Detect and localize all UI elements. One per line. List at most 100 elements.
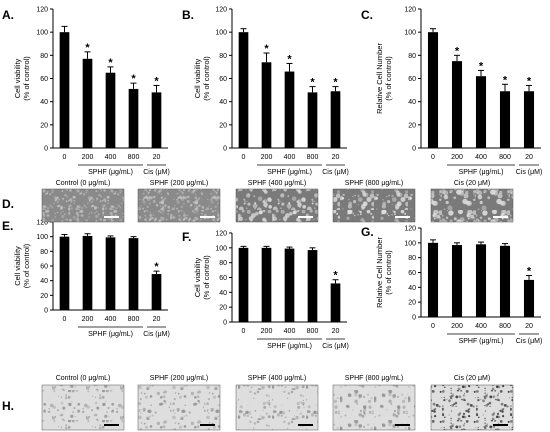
y-axis-label: Cell viability(% of control): [13, 243, 31, 288]
bar: [261, 62, 272, 148]
bar: [451, 61, 463, 148]
x-tick-label: 0: [63, 154, 67, 161]
scale-bar: [493, 216, 508, 218]
micrograph-caption: SPHF (800 μg/mL): [345, 180, 404, 187]
bar: [105, 72, 116, 148]
y-tick-label: 0: [223, 146, 227, 153]
y-axis-label-line: (% of control): [22, 243, 31, 288]
y-axis-label-line: Cell viability: [13, 246, 22, 286]
x-tick-label: 200: [82, 316, 94, 323]
y-axis-label: Relative Cell Number(% of control): [375, 43, 393, 114]
group-label: Cis (μM): [516, 338, 543, 345]
x-tick-label: 800: [128, 154, 140, 161]
micrograph-image: [235, 384, 319, 431]
bar: [499, 91, 511, 148]
y-tick-label: 80: [219, 260, 227, 267]
micrograph-image: [41, 384, 125, 431]
y-tick-label: 80: [219, 53, 227, 60]
y-axis-label: Cell viability(% of control): [193, 56, 211, 101]
y-tick-label: 60: [40, 264, 48, 271]
group-label: SPHF (μg/mL): [88, 169, 133, 176]
bar-chart-e: E. 0 20 40 60 80 100 120 Cell viability(% of con…: [2, 219, 170, 338]
group-label: SPHF (μg/mL): [267, 343, 312, 350]
significance-star: *: [287, 53, 292, 65]
y-tick-label: 60: [408, 270, 416, 277]
x-tick-label: 200: [82, 154, 94, 161]
y-axis-label-line: Cell viability: [193, 257, 202, 297]
micrograph-caption: Cis (20 μM): [454, 375, 490, 382]
panel-label: F.: [182, 230, 191, 244]
x-tick-label: 400: [284, 154, 296, 161]
group-label: Cis (μM): [322, 343, 349, 350]
y-tick-label: 40: [408, 285, 416, 292]
x-tick-label: 400: [105, 316, 117, 323]
x-tick-label: 200: [261, 154, 273, 161]
y-tick-label: 40: [40, 278, 48, 285]
bar: [523, 279, 535, 317]
y-axis-label-line: (% of control): [202, 56, 211, 101]
x-tick-label: 0: [431, 323, 435, 330]
group-label: Cis (μM): [143, 331, 170, 338]
y-axis-label-line: Cell viability: [193, 58, 202, 98]
y-tick-label: 20: [219, 305, 227, 312]
bar: [128, 88, 139, 148]
scale-bar: [298, 216, 313, 218]
scale-bar: [104, 424, 119, 426]
y-tick-label: 120: [215, 231, 227, 238]
micrograph-image: [332, 384, 416, 431]
y-tick-label: 120: [215, 7, 227, 14]
micrograph-caption: Control (0 μg/mL): [56, 375, 111, 382]
x-tick-label: 400: [475, 154, 487, 161]
scale-bar: [395, 424, 410, 426]
significance-star: *: [527, 265, 532, 277]
x-tick-label: 0: [242, 154, 246, 161]
significance-star: *: [264, 43, 269, 55]
x-tick-label: 20: [525, 154, 533, 161]
bar: [59, 32, 70, 148]
y-axis-label-line: (% of control): [202, 255, 211, 300]
panel-label: B.: [182, 8, 194, 22]
micrograph-caption: SPHF (200 μg/mL): [150, 375, 209, 382]
bar: [82, 235, 93, 310]
y-tick-label: 100: [215, 30, 227, 37]
y-tick-label: 40: [219, 290, 227, 297]
bar: [151, 92, 162, 148]
micrograph-caption: SPHF (200 μg/mL): [150, 180, 209, 187]
bar: [284, 71, 295, 148]
y-tick-label: 60: [219, 76, 227, 83]
micrograph-caption: Cis (20 μM): [454, 180, 490, 187]
y-tick-label: 60: [408, 76, 416, 83]
panel-label: A.: [2, 8, 14, 22]
x-tick-label: 200: [451, 154, 463, 161]
y-axis-label-line: Relative Cell Number: [375, 43, 384, 114]
bar: [307, 250, 318, 322]
x-tick-label: 0: [63, 316, 67, 323]
y-tick-label: 100: [36, 30, 48, 37]
y-tick-label: 0: [412, 146, 416, 153]
bar: [151, 274, 162, 310]
micrograph-row-h: H. Control (0 μg/mL) SPHF (200 μg/mL) SPHF …: [2, 375, 514, 431]
bar: [330, 91, 341, 148]
y-tick-label: 0: [223, 320, 227, 327]
x-tick-label: 0: [242, 328, 246, 335]
y-tick-label: 40: [40, 99, 48, 106]
group-label: Cis (μM): [516, 169, 543, 176]
x-tick-label: 800: [307, 154, 319, 161]
micrograph-caption: SPHF (400 μg/mL): [248, 375, 307, 382]
scale-bar: [200, 424, 215, 426]
bar-chart-f: F. 0 20 40 60 80 100 120 Cell viability(% of con…: [182, 230, 349, 350]
bar: [238, 247, 249, 322]
group-label: SPHF (μg/mL): [459, 169, 504, 176]
bar-chart-a: A. 0 20 40 60 80 100 120 Cell viability(% of con…: [2, 7, 170, 177]
y-tick-label: 0: [412, 315, 416, 322]
scale-bar: [493, 424, 508, 426]
bar: [128, 238, 139, 310]
y-tick-label: 60: [219, 275, 227, 282]
micrograph-image: [430, 188, 514, 223]
bar: [475, 76, 487, 148]
y-tick-label: 100: [215, 245, 227, 252]
bar: [307, 92, 318, 148]
y-tick-label: 20: [408, 300, 416, 307]
bar: [284, 248, 295, 322]
y-tick-label: 120: [36, 220, 48, 227]
